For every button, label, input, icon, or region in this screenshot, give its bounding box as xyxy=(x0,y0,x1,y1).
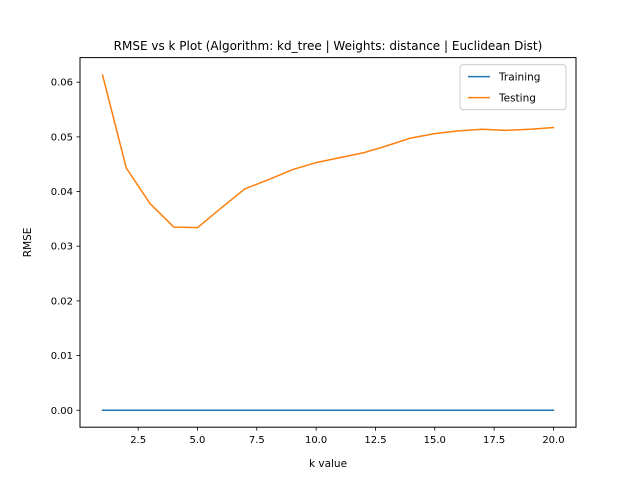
x-tick-label: 15.0 xyxy=(424,435,446,446)
legend-label-testing: Testing xyxy=(498,93,536,105)
y-tick-label: 0.01 xyxy=(51,351,73,362)
legend: Training Testing xyxy=(459,64,567,111)
x-tick-label: 17.5 xyxy=(483,435,505,446)
y-tick-label: 0.03 xyxy=(51,242,73,253)
x-tick-label: 2.5 xyxy=(130,435,146,446)
y-tick-label: 0.05 xyxy=(51,132,73,143)
y-tick-label: 0.04 xyxy=(51,187,73,198)
x-tick-label: 10.0 xyxy=(305,435,327,446)
y-tick-label: 0.06 xyxy=(51,78,73,89)
x-tick-label: 7.5 xyxy=(249,435,265,446)
x-tick-label: 5.0 xyxy=(190,435,206,446)
x-tick-label: 12.5 xyxy=(364,435,386,446)
x-axis: 2.5 5.0 7.5 10.0 12.5 15.0 17.5 20.0 xyxy=(130,427,565,446)
y-axis-label: RMSE xyxy=(22,228,34,258)
y-axis: 0.00 0.01 0.02 0.03 0.04 0.05 0.06 xyxy=(51,78,80,417)
chart-title: RMSE vs k Plot (Algorithm: kd_tree | Wei… xyxy=(114,39,543,53)
y-tick-label: 0.00 xyxy=(51,406,73,417)
x-tick-label: 20.0 xyxy=(542,435,564,446)
plot-frame xyxy=(79,57,577,428)
series-line-testing xyxy=(101,74,555,229)
plot-lines xyxy=(101,74,555,411)
legend-label-training: Training xyxy=(498,72,540,84)
x-axis-label: k value xyxy=(309,458,347,470)
y-tick-label: 0.02 xyxy=(51,296,73,307)
